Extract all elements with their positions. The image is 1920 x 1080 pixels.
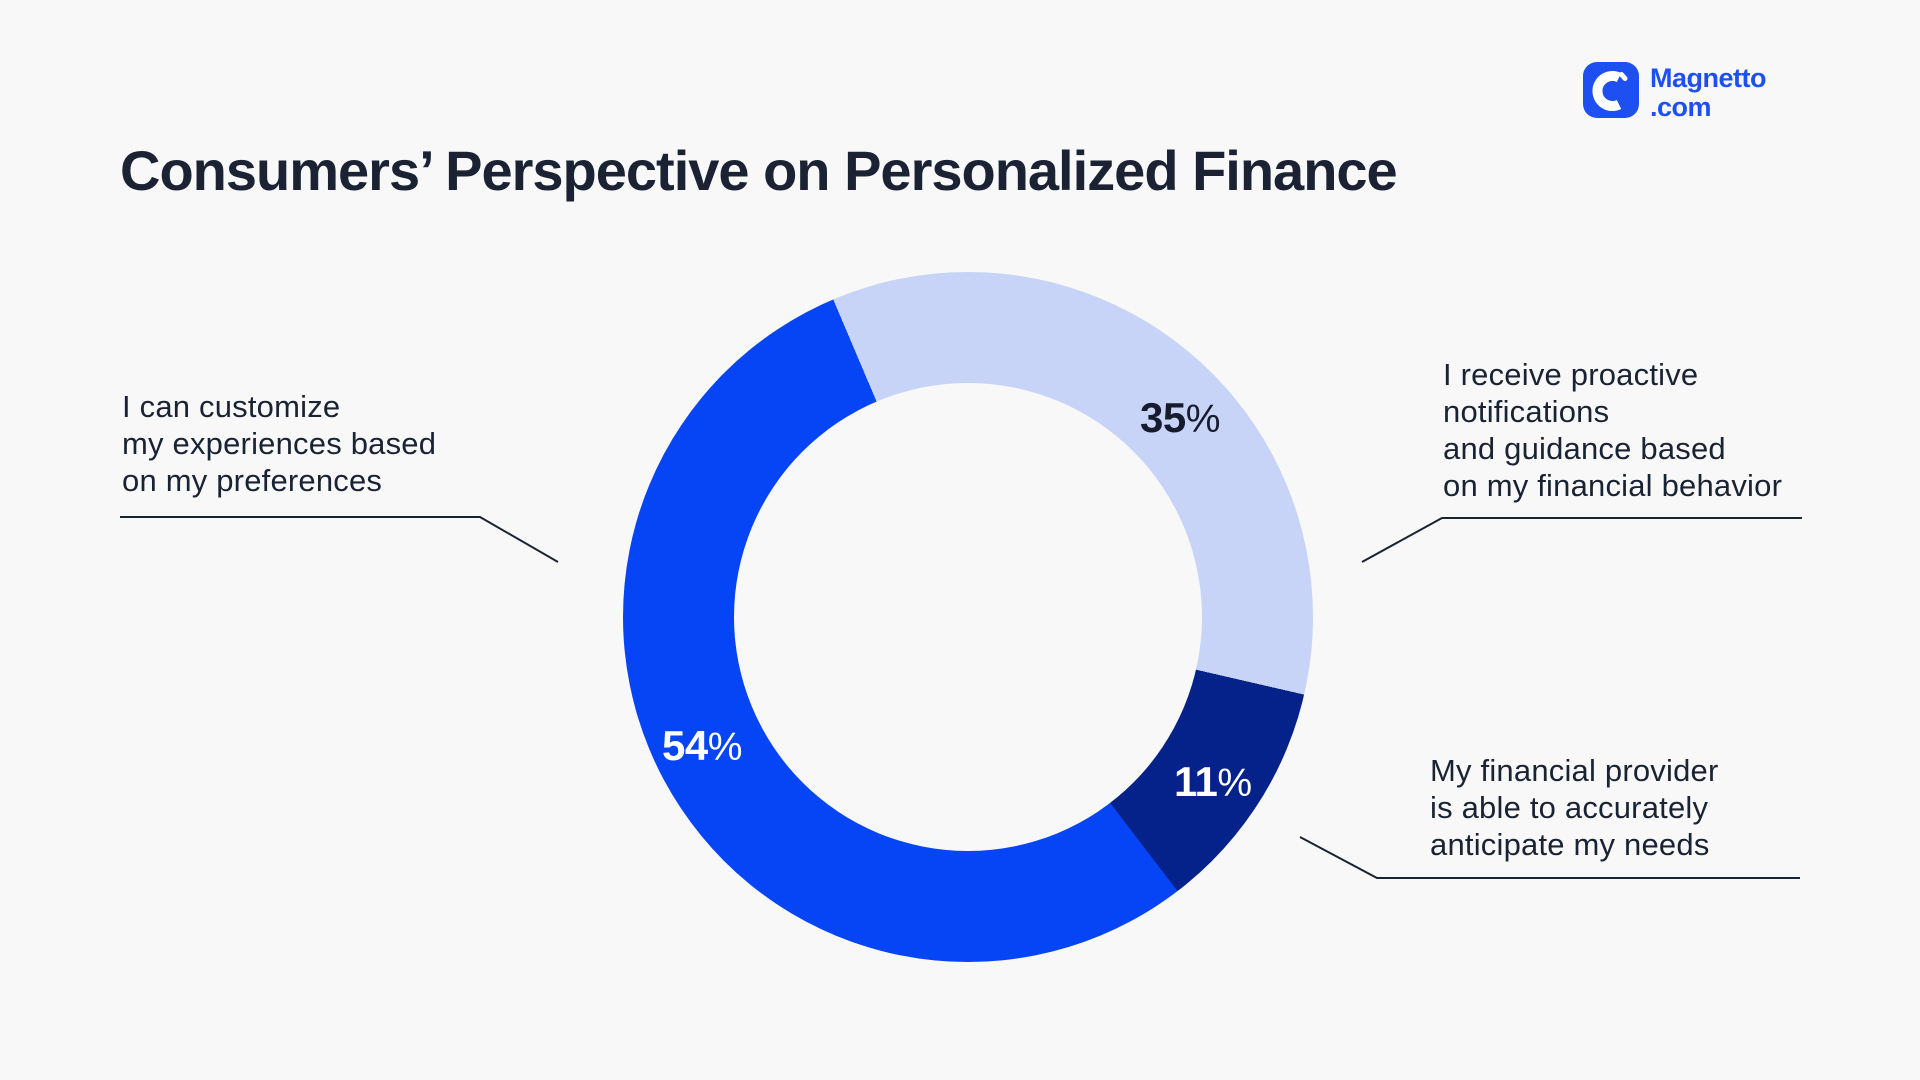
callout-text-line: notifications: [1443, 394, 1610, 429]
percent-sign: %: [1217, 762, 1252, 805]
callout-text-line: and guidance based: [1443, 431, 1726, 466]
percent-sign: %: [707, 726, 743, 769]
percent-sign: %: [1185, 398, 1221, 441]
donut-hole: [734, 383, 1202, 851]
magnet-icon: [1583, 62, 1639, 118]
segment-value-11: 11%: [1174, 758, 1252, 806]
segment-value-number: 11: [1174, 758, 1218, 805]
brand-wordmark: Magnetto .com: [1650, 64, 1766, 122]
brand-logo: Magnetto .com: [1583, 62, 1766, 122]
callout-text-line: anticipate my needs: [1430, 827, 1710, 862]
callout-label-anticipate: My financial provider is able to accurat…: [1430, 752, 1718, 863]
brand-domain-line: .com: [1650, 92, 1712, 122]
callout-text-line: is able to accurately: [1430, 790, 1709, 825]
callout-text-line: on my preferences: [122, 463, 383, 498]
callout-text-line: I receive proactive: [1443, 357, 1699, 392]
segment-value-54: 54%: [662, 722, 742, 770]
segment-value-35: 35%: [1140, 394, 1220, 442]
donut-chart: [623, 272, 1313, 962]
callout-label-customize: I can customize my experiences based on …: [122, 388, 436, 499]
callout-label-notifications: I receive proactive notifications and gu…: [1443, 356, 1782, 504]
callout-text-line: my experiences based: [122, 426, 437, 461]
segment-value-number: 35: [1140, 394, 1186, 441]
callout-line-left: [120, 516, 559, 563]
callout-text-line: on my financial behavior: [1443, 468, 1783, 503]
callout-line-right-top: [1361, 517, 1802, 563]
callout-text-line: My financial provider: [1430, 753, 1719, 788]
brand-name-line: Magnetto: [1650, 63, 1766, 93]
segment-value-number: 54: [662, 722, 708, 769]
page-title: Consumers’ Perspective on Personalized F…: [120, 138, 1398, 202]
callout-text-line: I can customize: [122, 389, 341, 424]
